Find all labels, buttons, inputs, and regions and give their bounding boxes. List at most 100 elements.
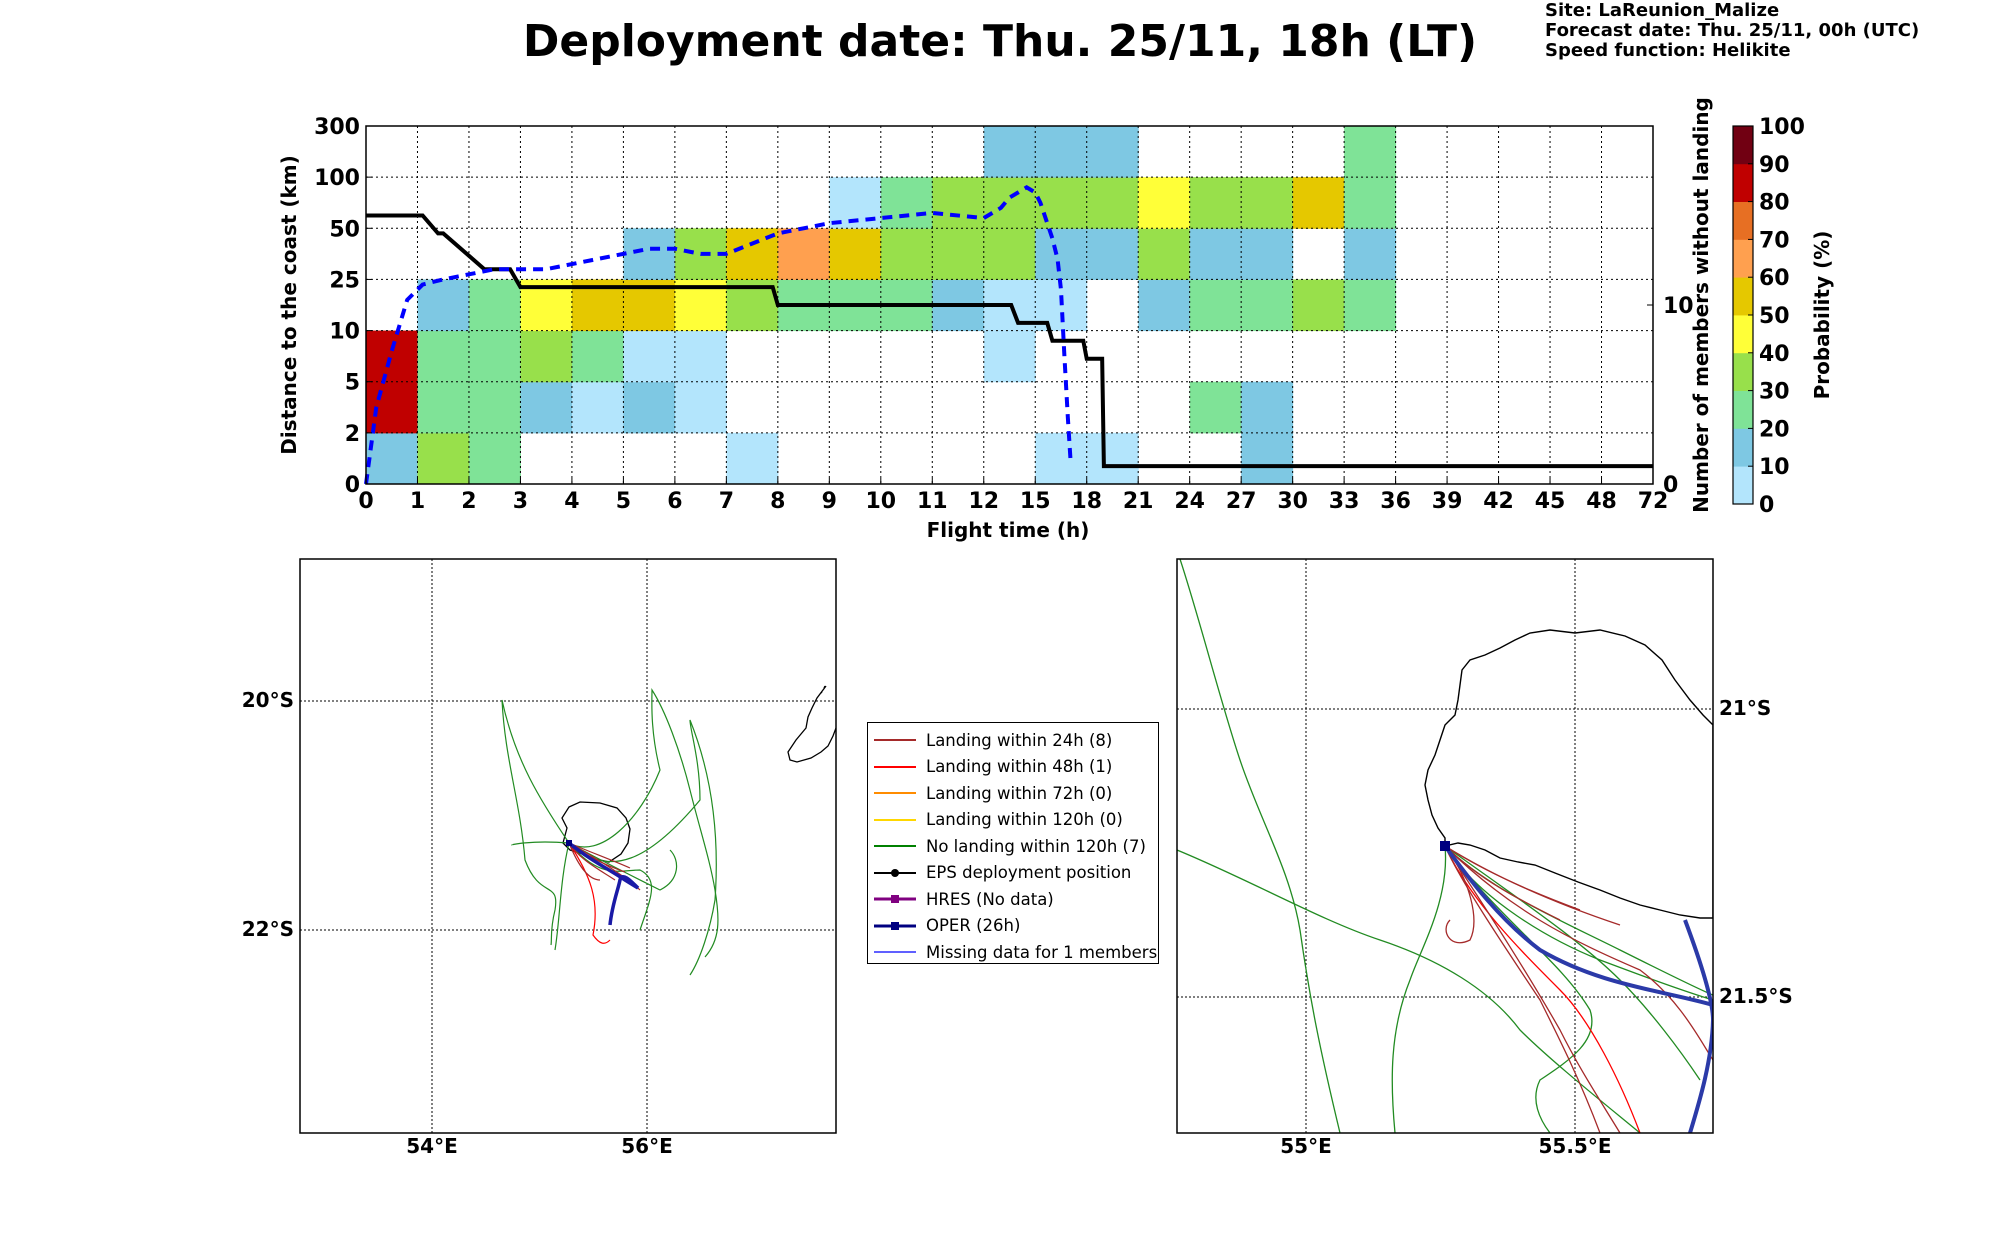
legend-item: Landing within 24h (8) [868,727,1158,754]
x-tick-label: 12 [968,489,999,514]
heatmap-cell [1086,177,1139,229]
colorbar-segment [1733,239,1753,278]
legend-swatch-landing-24h [874,739,916,742]
x-tick-label: 24 [1174,489,1205,514]
heatmap-cell [417,432,470,485]
overview-trajectories [501,687,719,976]
y-axis-label: Distance to the coast (km) [277,155,301,455]
heatmap-cell [880,177,933,229]
legend-item: Missing data for 1 members [868,939,1158,966]
heatmap-cell [726,432,779,485]
colorbar-segment [1733,315,1753,354]
colorbar-segment [1733,126,1753,165]
x-axis-label: Flight time (h) [927,518,1090,542]
legend-label: Missing data for 1 members [926,942,1158,962]
y-tick-label: 2 [345,422,360,447]
heatmap-cell [1086,126,1139,178]
heatmap-cell [468,330,521,383]
legend-label: Landing within 24h (8) [926,730,1113,750]
legend-item: Landing within 72h (0) [868,780,1158,807]
colorbar-tick-label: 70 [1759,228,1790,253]
heatmap-cell [1292,177,1345,229]
colorbar-tick-label: 0 [1759,493,1774,518]
colorbar-tick-label: 10 [1759,455,1790,480]
heatmap-cell [983,330,1036,383]
legend-item: No landing within 120h (7) [868,833,1158,860]
x-tick-label: 5 [616,489,631,514]
colorbar-tick-label: 60 [1759,266,1790,291]
heatmap-cell [623,228,676,280]
x-tick-label: 8 [770,489,785,514]
zoom-lat-label-1: 21°S [1719,696,1771,720]
heatmap-cell [777,228,830,280]
heatmap-cell [468,432,521,485]
y-tick-label: 10 [329,320,360,345]
colorbar-segment [1733,352,1753,391]
legend-label: EPS deployment position [926,863,1132,883]
site-label: Site: LaReunion_Malize [1545,0,1780,21]
members-without-landing-line [366,213,1653,469]
heatmap-cell [674,381,727,434]
heatmap-cell [1344,126,1397,178]
legend-swatch-landing-72h [874,792,916,795]
x-tick-label: 45 [1535,489,1566,514]
colorbar-tick-label: 90 [1759,153,1790,178]
heatmap-cell [1189,381,1242,434]
zoom-lon-label-1: 55°E [1280,1134,1332,1158]
heatmap-cell [1344,279,1397,332]
heatmap-cell [1241,177,1294,229]
zoom-map: 55°E 55.5°E 21°S 21.5°S [1176,558,1793,1158]
legend-swatch-landing-48h [874,765,916,768]
forecast-info-block: Site: LaReunion_Malize Forecast date: Th… [1545,1,1919,61]
overview-map-frame [299,558,837,1134]
heatmap-cell [1086,228,1139,280]
mauritius-coastline [787,685,837,763]
mean-distance-line [364,185,1073,485]
legend-item: HRES (No data) [868,886,1158,913]
overview-map: 54°E 56°E 20°S 22°S [242,558,837,1158]
zoom-lat-label-2: 21.5°S [1719,984,1793,1008]
zoom-reunion-coastline [1424,629,1713,919]
heatmap-cells [366,126,1397,485]
x-tick-label: 6 [667,489,682,514]
legend-swatch-missing-data [874,951,916,953]
x-tick-label: 1 [410,489,425,514]
heatmap-cell [829,228,882,280]
colorbar: 0 10 20 30 40 50 60 70 80 90 100 Probability (%) [1732,115,1834,518]
x-tick-label: 39 [1432,489,1463,514]
heatmap-x-ticks: 0 1 2 3 4 5 6 7 8 9 10 11 12 15 18 21 24 27 30 33 36 39 42 45 48… [358,478,1668,514]
heatmap-cell [1138,228,1191,280]
legend-label: OPER (26h) [926,916,1021,936]
x-tick-label: 0 [358,489,373,514]
x-tick-label: 4 [564,489,579,514]
colorbar-segment [1733,277,1753,316]
x-tick-label: 2 [461,489,476,514]
legend-label: Landing within 120h (0) [926,810,1123,830]
speed-function-label: Speed function: Helikite [1545,40,1791,61]
colorbar-tick-label: 50 [1759,304,1790,329]
overview-map-graticule [300,559,836,1133]
colorbar-segment [1733,390,1753,429]
heatmap-cell [520,381,573,434]
heatmap-cell [674,330,727,383]
x-tick-label: 30 [1277,489,1308,514]
overview-lon-label-2: 56°E [621,1134,673,1158]
overview-lat-label-1: 20°S [242,688,294,712]
colorbar-tick-label: 80 [1759,191,1790,216]
heatmap-cell [1344,228,1397,280]
heatmap-cell [468,381,521,434]
x-tick-label: 72 [1638,489,1669,514]
colorbar-tick-label: 30 [1759,380,1790,405]
heatmap-cell [366,432,418,485]
y-tick-label: 5 [345,371,360,396]
heatmap-cell [468,279,521,332]
colorbar-label: Probability (%) [1810,231,1834,400]
heatmap-cell [932,228,985,280]
overview-oper-track [567,841,640,926]
heatmap-series [364,185,1653,485]
heatmap-cell [983,177,1036,229]
y-tick-label: 100 [314,166,360,191]
zoom-map-graticule [1177,559,1713,1133]
heatmap-panel: 0 1 2 3 4 5 6 7 8 9 10 11 12 15 18 21 24 27 30 33 36 39 42 45 48… [277,97,1713,542]
